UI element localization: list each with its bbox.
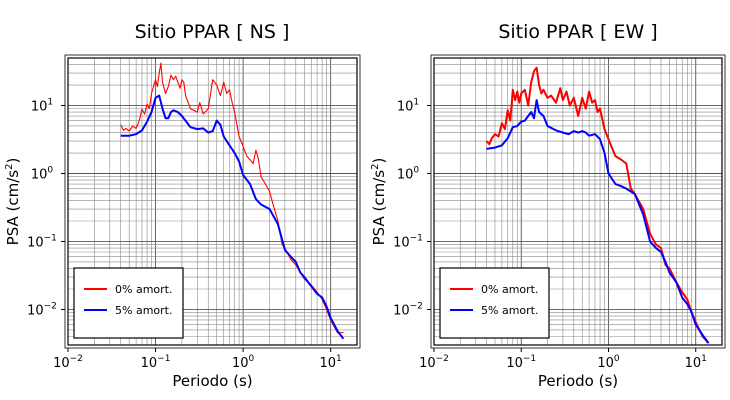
y-tick-label: 101 — [397, 98, 419, 115]
legend-label: 5% amort. — [481, 304, 538, 317]
x-tick-label: 100 — [232, 354, 255, 371]
chart-ew: 10−2 10−1 100 101 10−2 10−1 100 101 Sitio PPAR [… — [370, 21, 726, 390]
plot-frame-outer — [64, 54, 361, 349]
x-tick-label: 10−1 — [506, 354, 536, 371]
x-tick-label: 101 — [320, 354, 342, 371]
legend-label: 0% amort. — [481, 283, 538, 296]
series-line-amort-5 — [120, 94, 345, 340]
legend: 0% amort. 5% amort. — [439, 267, 550, 339]
series-line-amort-5 — [486, 99, 710, 344]
y-axis-label: PSA (cm/s2) — [4, 158, 22, 246]
y-tick-label: 10−2 — [393, 301, 423, 318]
x-tick-label: 10−2 — [419, 354, 449, 371]
series-line-amort-0 — [485, 66, 710, 344]
chart-title: Sitio PPAR [ NS ] — [135, 21, 290, 43]
legend-label: 5% amort. — [115, 304, 172, 317]
y-tick-label: 101 — [31, 98, 53, 115]
y-tick-label: 10−1 — [27, 233, 57, 250]
y-tick-label: 100 — [31, 165, 54, 182]
x-axis-label: Periodo (s) — [172, 372, 252, 390]
plot-frame — [433, 57, 723, 346]
plot-frame-outer — [430, 54, 726, 349]
y-tick-label: 10−2 — [27, 301, 57, 318]
grid — [67, 57, 358, 346]
chart-title: Sitio PPAR [ EW ] — [498, 21, 657, 43]
x-tick-label: 10−1 — [141, 354, 171, 371]
chart-ns: 10−2 10−1 100 101 10−2 10−1 100 101 Sitio PPAR [… — [4, 21, 361, 390]
plot-frame — [67, 57, 358, 346]
x-axis-label: Periodo (s) — [538, 372, 618, 390]
y-tick-label: 10−1 — [393, 233, 423, 250]
x-tick-label: 100 — [597, 354, 620, 371]
legend-box — [439, 267, 550, 339]
legend-label: 0% amort. — [115, 283, 172, 296]
y-tick-label: 100 — [397, 165, 420, 182]
legend-box — [73, 267, 184, 339]
y-axis-label: PSA (cm/s2) — [370, 158, 388, 246]
x-tick-label: 10−2 — [53, 354, 83, 371]
legend: 0% amort. 5% amort. — [73, 267, 184, 339]
x-tick-label: 101 — [685, 354, 707, 371]
